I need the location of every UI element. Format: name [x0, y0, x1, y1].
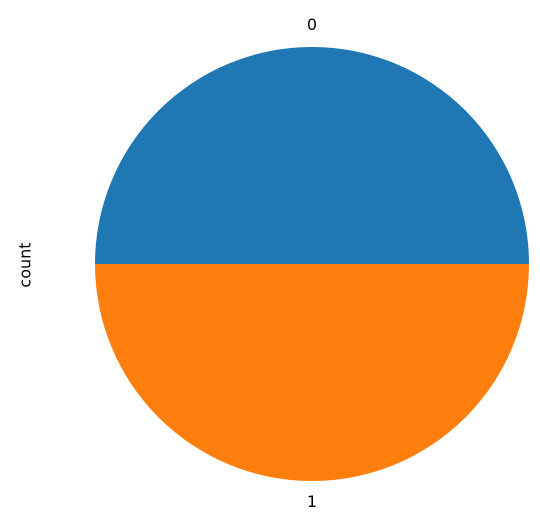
- pie-labels: 01: [307, 15, 317, 511]
- pie-slices: [95, 47, 529, 481]
- pie-label-1: 1: [307, 492, 317, 511]
- y-axis-label: count: [16, 242, 35, 287]
- pie-slice-0: [95, 47, 529, 264]
- pie-slice-1: [95, 264, 529, 481]
- pie-label-0: 0: [307, 15, 317, 34]
